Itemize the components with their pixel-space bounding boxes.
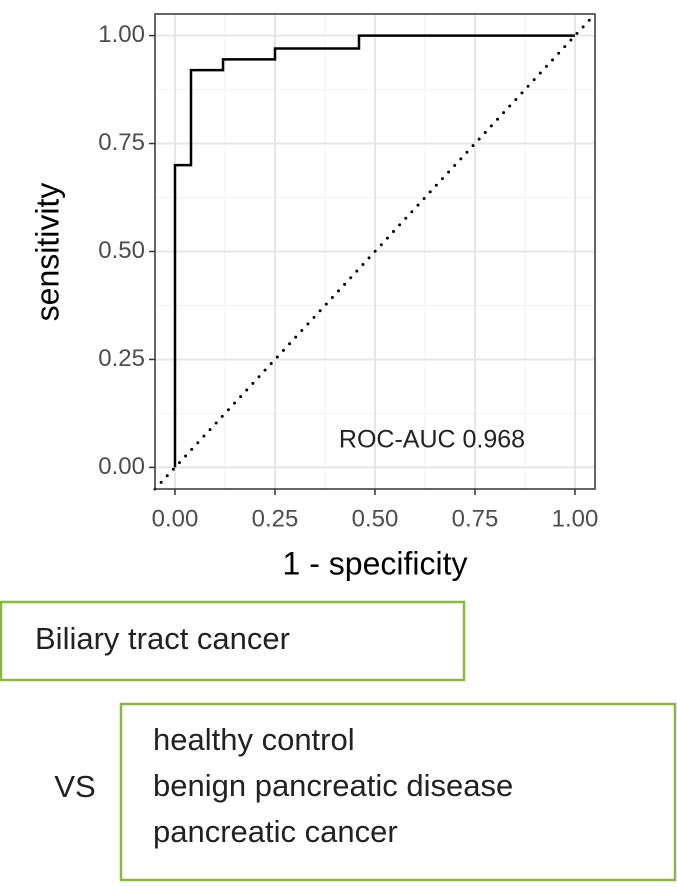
x-axis-label: 1 - specificity bbox=[283, 545, 468, 581]
x-tick-label: 0.75 bbox=[452, 505, 499, 532]
y-tick-label: 0.25 bbox=[98, 345, 145, 372]
y-tick-label: 1.00 bbox=[98, 21, 145, 48]
annotation: ROC-AUC 0.968 bbox=[339, 426, 525, 454]
comparison-label: healthy control bbox=[153, 722, 355, 757]
reference-line bbox=[153, 12, 597, 491]
y-tick-label: 0.00 bbox=[98, 453, 145, 480]
roc-curve bbox=[173, 34, 575, 468]
target-box bbox=[0, 600, 466, 682]
plot-panel bbox=[154, 13, 596, 490]
x-tick-label: 0.00 bbox=[152, 505, 199, 532]
x-tick-label: 0.50 bbox=[352, 505, 399, 532]
y-axis-label: sensitivity bbox=[29, 183, 65, 322]
comparison-label: pancreatic cancer bbox=[153, 814, 398, 849]
y-tick-label: 0.50 bbox=[98, 237, 145, 264]
versus-label: VS bbox=[54, 769, 95, 804]
x-tick-label: 1.00 bbox=[552, 505, 599, 532]
x-tick-label: 0.25 bbox=[252, 505, 299, 532]
target-label: Biliary tract cancer bbox=[35, 621, 290, 656]
y-tick-label: 0.75 bbox=[98, 129, 145, 156]
comparison-label: benign pancreatic disease bbox=[153, 768, 513, 803]
comparison-box bbox=[119, 702, 677, 882]
